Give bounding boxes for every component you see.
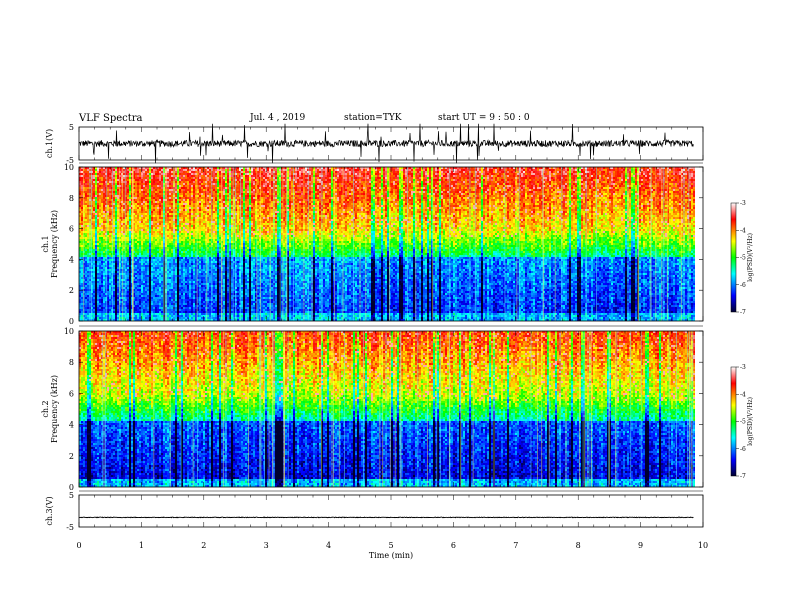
xtick-3: 3 (264, 541, 269, 550)
ch2-spectrogram-colorbar-tick--7: -7 (740, 473, 746, 480)
ch2-spectrogram-colorbar-tick--6: -6 (740, 446, 746, 453)
ch2-spectrogram-ytick-4: 4 (69, 421, 74, 430)
ch1-spectrogram-ytick-6: 6 (69, 225, 74, 234)
ch3-waveform-ytick--5: -5 (66, 523, 74, 532)
ch1-waveform-ytick-5: 5 (69, 123, 74, 132)
ch1-spectrogram-ylabel-channel: ch.1 (41, 235, 50, 252)
ch1-spectrogram-cells (79, 167, 695, 321)
xtick-8: 8 (576, 541, 581, 550)
xtick-2: 2 (201, 541, 206, 550)
ch2-spectrogram-ytick-8: 8 (69, 358, 74, 367)
ch1-spectrogram-ytick-10: 10 (64, 163, 74, 172)
xtick-1: 1 (139, 541, 144, 550)
xtick-6: 6 (451, 541, 456, 550)
xtick-4: 4 (326, 541, 331, 550)
xtick-9: 9 (638, 541, 643, 550)
ch1-spectrogram-ytick-8: 8 (69, 194, 74, 203)
xtick-7: 7 (513, 541, 518, 550)
ch1-spectrogram-ytick-4: 4 (69, 255, 74, 264)
ch1-spectrogram-colorbar (731, 203, 736, 312)
ch2-spectrogram-ytick-2: 2 (69, 452, 74, 461)
ch2-spectrogram-colorbar-tick--3: -3 (740, 364, 746, 371)
ch1-spectrogram-colorbar-tick--5: -5 (740, 255, 746, 262)
ch2-spectrogram-colorbar (731, 367, 736, 476)
ch3-waveform-ylabel: ch.3(V) (45, 496, 54, 525)
ch1-spectrogram-colorbar-label: log(PSD)(V²/Hz) (747, 233, 754, 282)
ch2-spectrogram-colorbar-tick--5: -5 (740, 419, 746, 426)
ch2-spectrogram-ytick-10: 10 (64, 327, 74, 336)
ch2-spectrogram-ylabel-freq: Frequency (kHz) (50, 375, 59, 443)
ch2-spectrogram-colorbar-label: log(PSD)(V²/Hz) (747, 397, 754, 446)
ch3-waveform-trace (79, 517, 694, 518)
ch1-waveform-trace (79, 124, 694, 164)
ch2-spectrogram-ytick-6: 6 (69, 389, 74, 398)
ch1-spectrogram-ytick-2: 2 (69, 286, 74, 295)
ch1-waveform-ylabel: ch.1(V) (45, 129, 54, 158)
xtick-10: 10 (698, 541, 708, 550)
xtick-0: 0 (76, 541, 81, 550)
ch2-spectrogram-cells (79, 331, 695, 487)
ch2-spectrogram-ylabel-channel: ch.2 (41, 400, 50, 417)
ch1-spectrogram-colorbar-tick--7: -7 (740, 309, 746, 316)
ch1-spectrogram-ytick-0: 0 (69, 317, 74, 326)
ch1-spectrogram-ylabel-freq: Frequency (kHz) (50, 210, 59, 278)
ch2-spectrogram-colorbar-tick--4: -4 (740, 391, 746, 398)
ch1-spectrogram-colorbar-tick--6: -6 (740, 282, 746, 289)
ch3-waveform-ytick-5: 5 (69, 491, 74, 500)
ch1-spectrogram-colorbar-tick--3: -3 (740, 200, 746, 207)
ch1-spectrogram-colorbar-tick--4: -4 (740, 227, 746, 234)
x-axis-label: Time (min) (369, 551, 413, 560)
xtick-5: 5 (388, 541, 393, 550)
